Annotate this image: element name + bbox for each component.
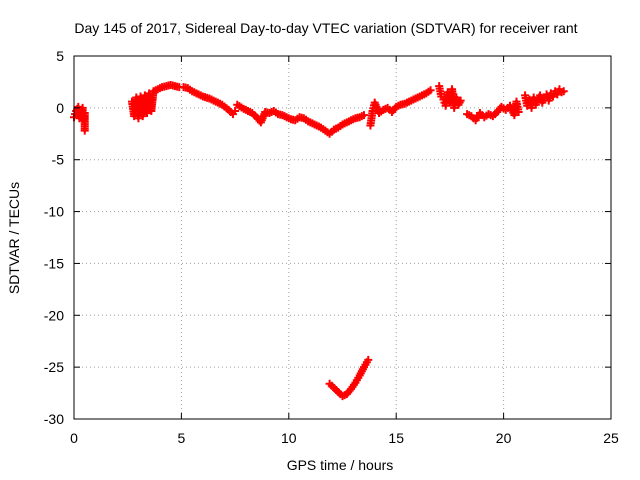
y-tick-label: -10 xyxy=(44,204,64,220)
y-tick-label: -20 xyxy=(44,307,64,323)
data-points xyxy=(70,81,568,401)
data-point xyxy=(364,355,373,364)
y-tick-label: -5 xyxy=(52,152,65,168)
y-tick-label: -15 xyxy=(44,255,64,271)
x-tick-label: 25 xyxy=(603,430,619,446)
y-tick-label: 5 xyxy=(56,48,64,64)
data-point xyxy=(514,108,523,117)
y-axis-label: SDTVAR / TECUs xyxy=(6,182,22,294)
plot-frame xyxy=(73,55,612,420)
x-tick-label: 15 xyxy=(388,430,404,446)
data-point xyxy=(559,87,568,96)
x-tick-label: 5 xyxy=(178,430,186,446)
x-tick-label: 20 xyxy=(496,430,512,446)
x-tick-label: 10 xyxy=(281,430,297,446)
x-tick-label: 0 xyxy=(70,430,78,446)
axis-ticks: 0 5 10 15 20 25 5 0 -5 -10 -15 -20 -25 -30 xyxy=(44,48,619,446)
data-point xyxy=(231,106,240,115)
data-point xyxy=(456,96,465,105)
chart-title: Day 145 of 2017, Sidereal Day-to-day VTE… xyxy=(74,20,577,36)
data-point xyxy=(359,111,368,120)
y-tick-label: -25 xyxy=(44,359,64,375)
data-point xyxy=(426,86,435,95)
y-tick-label: -30 xyxy=(44,411,64,427)
y-tick-label: 0 xyxy=(56,100,64,116)
data-point xyxy=(80,126,89,135)
x-axis-label: GPS time / hours xyxy=(287,457,394,473)
